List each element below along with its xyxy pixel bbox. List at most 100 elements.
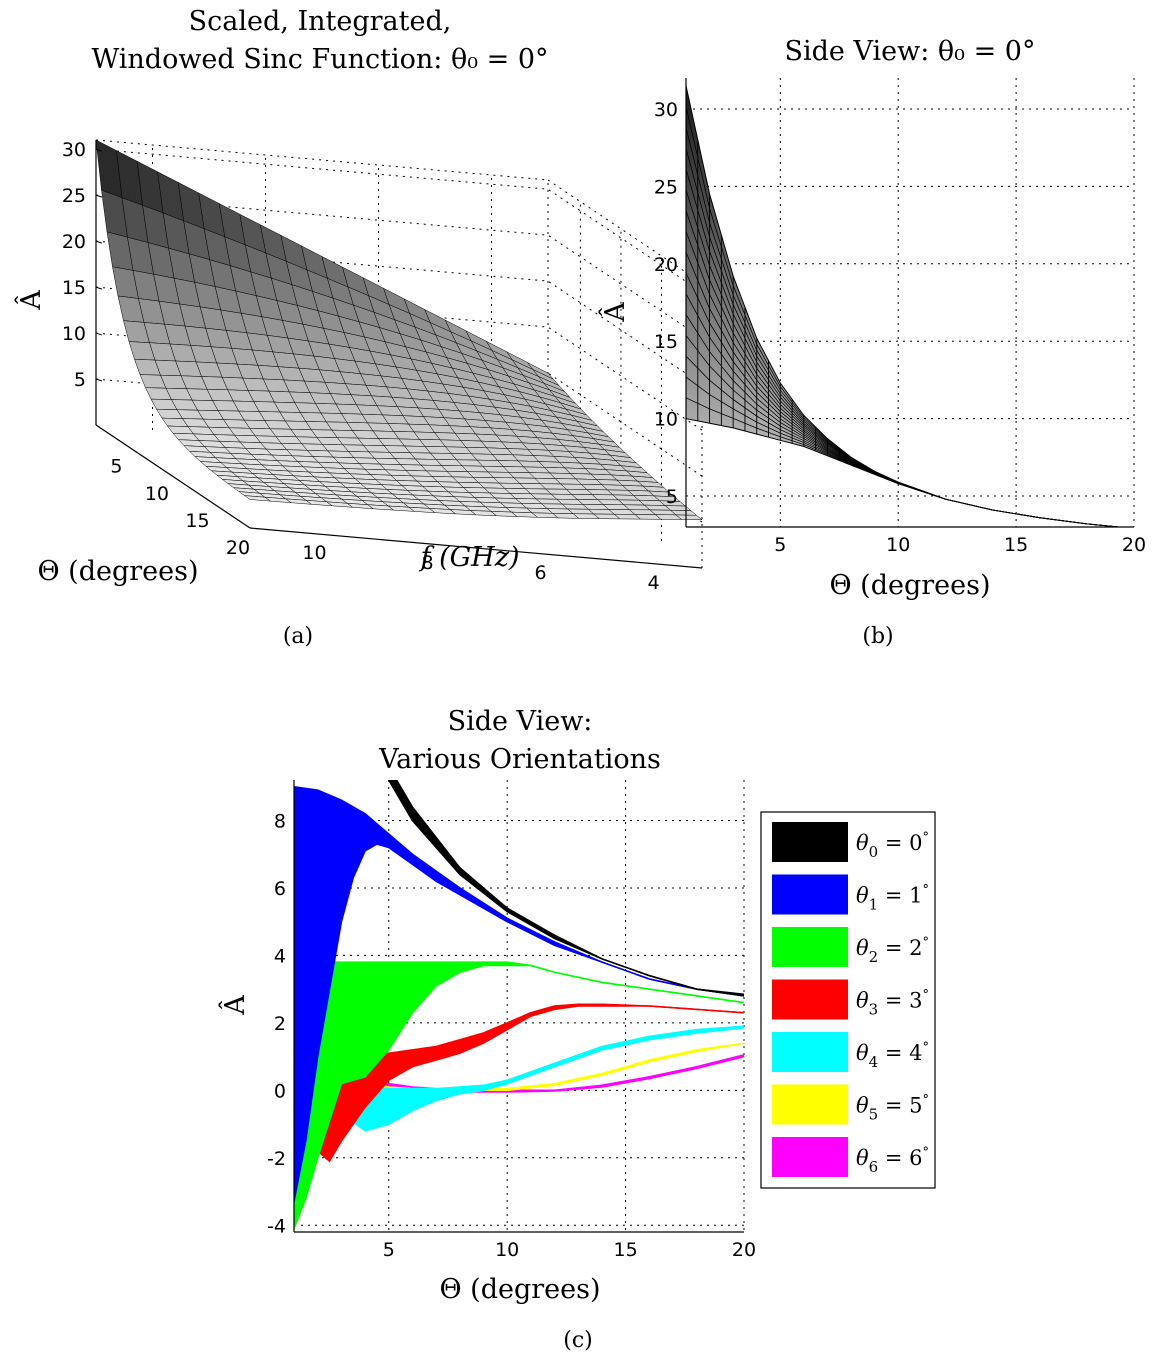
legend-theta: θ (856, 1146, 869, 1170)
legend-swatch-1 (772, 874, 848, 915)
chart-a-gridlines (95, 139, 703, 568)
legend-theta: θ (856, 936, 869, 960)
y-tick-label: 15 (654, 331, 678, 353)
surface-patch (95, 139, 123, 199)
legend-sub: 4 (869, 1053, 879, 1071)
chart-b-ylabel: Â (598, 302, 631, 323)
y-tick-label: 30 (654, 99, 678, 121)
z-tick-label: 25 (62, 185, 86, 207)
legend-sub: 0 (869, 843, 879, 861)
y-tick-label: 0 (274, 1080, 286, 1102)
legend-label: θ1 = 1° (856, 883, 929, 914)
legend-theta: θ (856, 884, 869, 908)
legend-deg: ° (923, 988, 930, 1003)
legend-label: θ6 = 6° (856, 1145, 929, 1176)
chart-c-title-line2: Various Orientations (378, 744, 661, 775)
legend-swatch-5 (772, 1084, 848, 1125)
series-lower-edge-0 (387, 780, 744, 997)
legend-eq: = 2 (878, 936, 922, 960)
z-tick (95, 378, 103, 382)
y-tick-label: -4 (267, 1215, 286, 1237)
chart-a-surface (95, 139, 703, 521)
chart-c-title-line1: Side View: (448, 706, 593, 737)
legend-label: θ4 = 4° (856, 1040, 929, 1071)
z-tick (95, 194, 103, 198)
chart-a-xlabel: Θ (degrees) (37, 556, 198, 587)
chart-a-title-line1: Scaled, Integrated, (189, 6, 452, 37)
x-tick-label: 20 (732, 1239, 756, 1261)
chart-a-title-line2: Windowed Sinc Function: θ₀ = 0° (91, 44, 548, 75)
x-tick-label: 10 (886, 534, 910, 556)
legend-eq: = 3 (878, 989, 922, 1013)
legend-deg: ° (923, 935, 930, 950)
z-tick (95, 240, 103, 244)
legend-label: θ2 = 2° (856, 935, 929, 966)
legend-theta: θ (856, 831, 869, 855)
y-tick-label: 6 (274, 878, 286, 900)
z-tick-label: 20 (62, 231, 86, 253)
theta-tick-label: 10 (145, 483, 169, 505)
y-tick-label: 5 (666, 486, 678, 508)
chart-c-ylabel: Â (218, 995, 251, 1016)
chart-b-xlabel: Θ (degrees) (829, 570, 990, 601)
legend-swatch-6 (772, 1137, 848, 1177)
chart-b-title: Side View: θ₀ = 0° (785, 36, 1036, 67)
series-layer (686, 85, 1124, 527)
legend-eq: = 4 (878, 1041, 922, 1065)
f-tick-label: 8 (421, 552, 433, 574)
legend-sub: 1 (869, 896, 879, 914)
y-tick-label: 20 (654, 254, 678, 276)
x-tick-label: 5 (383, 1239, 395, 1261)
legend-sub: 6 (869, 1158, 879, 1176)
surface-band (686, 85, 1124, 527)
chart-c-legend: θ0 = 0°θ1 = 1°θ2 = 2°θ3 = 3°θ4 = 4°θ5 = … (760, 811, 936, 1189)
series-lower-edge-2 (294, 964, 744, 1229)
legend-eq: = 0 (878, 831, 922, 855)
x-tick-label: 10 (495, 1239, 519, 1261)
chart-a-caption: (a) (283, 624, 313, 649)
legend-label: θ3 = 3° (856, 988, 929, 1019)
f-tick-label: 4 (647, 572, 659, 594)
legend-sub: 5 (869, 1106, 879, 1124)
chart-a-ylabel: f (GHz) (419, 542, 520, 573)
chart-b-caption: (b) (862, 624, 893, 649)
theta-tick-label: 15 (185, 510, 209, 532)
legend-deg: ° (923, 1093, 930, 1108)
y-tick-label: -2 (267, 1148, 286, 1170)
chart-a-axes: 30 25 20 15 10 5 5 10 15 20 10 8 6 4 (62, 139, 703, 594)
chart-panel-a: Scaled, Integrated, Windowed Sinc Functi… (14, 6, 703, 649)
chart-c-xlabel: Θ (degrees) (439, 1274, 600, 1305)
chart-panel-c: Side View: Various Orientations 5 10 15 208… (218, 706, 936, 1353)
z-tick-label: 10 (62, 323, 86, 345)
f-tick-label: 6 (534, 562, 546, 584)
y-tick-label: 4 (274, 945, 286, 967)
legend-deg: ° (923, 1040, 930, 1055)
legend-deg: ° (923, 830, 930, 845)
theta-axis-line (95, 424, 251, 529)
legend-sub: 2 (869, 948, 879, 966)
z-tick-label: 5 (74, 369, 86, 391)
legend-deg: ° (923, 883, 930, 898)
legend-sub: 3 (869, 1001, 879, 1019)
legend-theta: θ (856, 1094, 869, 1118)
x-tick-label: 15 (613, 1239, 637, 1261)
x-tick-label: 20 (1122, 534, 1146, 556)
legend-swatch-2 (772, 927, 848, 967)
x-tick-label: 5 (774, 534, 786, 556)
z-tick (95, 286, 103, 290)
legend-label: θ0 = 0° (856, 830, 929, 861)
y-tick-label: 8 (274, 810, 286, 832)
legend-eq: = 5 (878, 1094, 922, 1118)
mesh-line (686, 106, 1123, 527)
surface-patch (675, 514, 703, 521)
series-layer (294, 780, 744, 1229)
legend-swatch-0 (772, 822, 848, 862)
legend-label: θ5 = 5° (856, 1093, 929, 1124)
legend-theta: θ (856, 989, 869, 1013)
chart-b-plot-area: 5 10 15 20 30 25 20 15 10 5 (654, 78, 1146, 556)
f-tick-label: 10 (302, 542, 326, 564)
z-tick (95, 148, 103, 152)
legend-eq: = 1 (878, 884, 922, 908)
legend-theta: θ (856, 1041, 869, 1065)
